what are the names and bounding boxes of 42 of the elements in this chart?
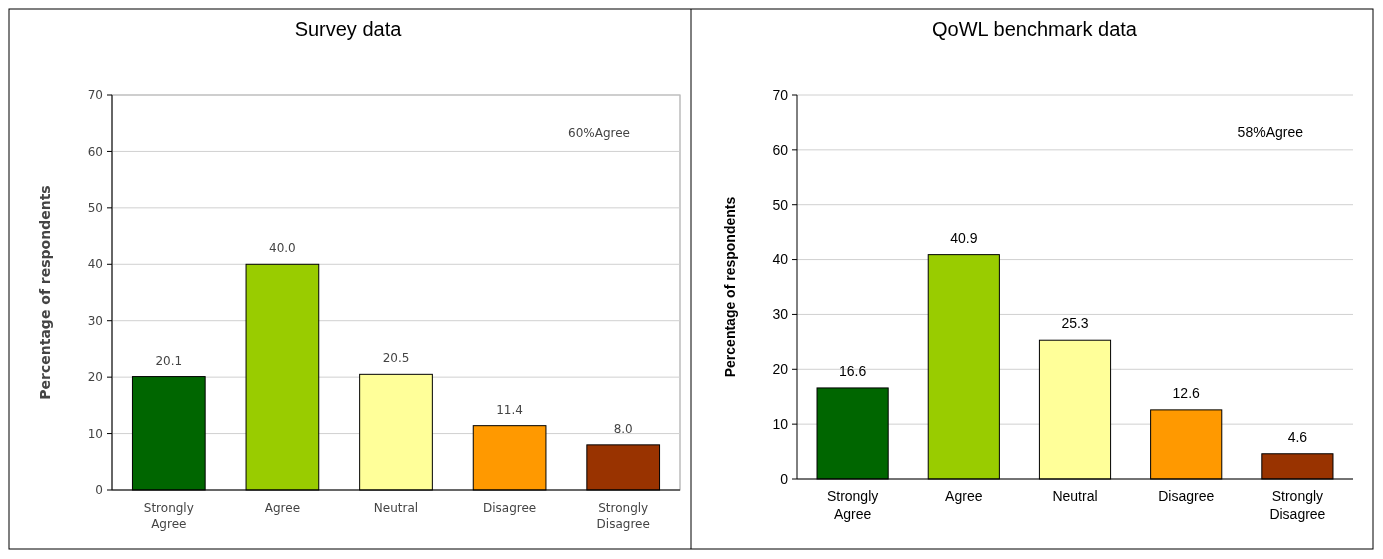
chart-title: QoWL benchmark data — [932, 18, 1138, 40]
y-tick-label: 40 — [772, 251, 789, 268]
y-tick-label: 60 — [772, 141, 789, 158]
y-tick-label: 60 — [87, 144, 103, 159]
x-tick-label: Strongly Disagree — [1269, 488, 1326, 523]
x-tick-label: Neutral — [373, 501, 419, 515]
y-tick-label: 0 — [780, 470, 789, 487]
y-tick-label: 50 — [772, 196, 789, 213]
y-axis-title: Percentage of respondents — [722, 196, 738, 378]
data-label: 40.9 — [950, 229, 978, 246]
annotation: 58%Agree — [1237, 124, 1304, 140]
x-tick-label: Disagree — [1158, 488, 1215, 504]
data-label: 11.4 — [496, 402, 523, 417]
y-axis-title: Percentage of respondents — [37, 185, 53, 400]
data-label: 12.6 — [1172, 384, 1201, 401]
x-tick-label: Strongly Agree — [826, 488, 879, 523]
x-tick-label: Strongly Agree — [143, 501, 194, 531]
y-tick-label: 20 — [87, 370, 103, 385]
y-tick-label: 20 — [772, 361, 789, 378]
y-tick-label: 70 — [772, 86, 789, 103]
data-label: 4.6 — [1287, 428, 1308, 445]
data-label: 20.5 — [382, 351, 410, 366]
y-tick-label: 0 — [95, 483, 103, 498]
x-tick-label: Disagree — [482, 501, 537, 515]
chart-title: Survey data — [294, 18, 403, 40]
y-tick-label: 30 — [87, 313, 103, 328]
y-tick-label: 70 — [87, 88, 103, 103]
data-label: 20.1 — [155, 353, 183, 368]
x-tick-label: Strongly Disagree — [596, 501, 650, 531]
y-tick-label: 10 — [87, 426, 103, 441]
y-tick-label: 50 — [87, 201, 103, 216]
x-tick-label: Agree — [945, 488, 983, 504]
x-tick-label: Neutral — [1052, 488, 1098, 504]
x-tick-label: Agree — [264, 501, 301, 515]
data-label: 8.0 — [613, 421, 633, 436]
y-tick-label: 30 — [772, 306, 789, 323]
data-label: 40.0 — [269, 241, 296, 256]
data-label: 25.3 — [1061, 315, 1089, 332]
data-label: 16.6 — [838, 362, 867, 379]
y-tick-label: 40 — [87, 257, 103, 272]
y-tick-label: 10 — [772, 416, 789, 433]
annotation: 60%Agree — [568, 126, 630, 140]
